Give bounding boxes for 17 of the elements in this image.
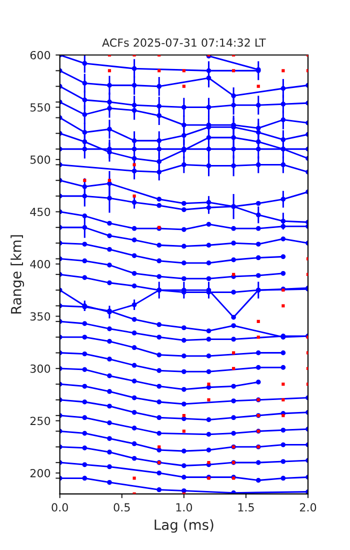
y-tick-label: 400 bbox=[30, 260, 50, 268]
y-tick-label: 250 bbox=[30, 416, 50, 426]
y-tick-label: 600 bbox=[30, 50, 50, 60]
y-tick-label: 500 bbox=[30, 155, 50, 164]
y-tick-label: 550 bbox=[30, 103, 50, 112]
x-tick-label: 1.0 bbox=[176, 503, 192, 512]
y-tick-label: 200 bbox=[30, 468, 50, 478]
x-tick-label: 0.5 bbox=[114, 503, 130, 512]
y-tick-label: 350 bbox=[30, 312, 50, 321]
y-axis-title: Range [km] bbox=[10, 235, 24, 314]
x-tick-label: 0.0 bbox=[52, 503, 68, 512]
y-tick-label: 450 bbox=[30, 208, 50, 216]
x-tick-label: 1.5 bbox=[238, 503, 254, 512]
chart-title: ACFs 2025-07-31 07:14:32 LT bbox=[102, 38, 266, 47]
y-tick-label: 300 bbox=[30, 364, 50, 373]
x-axis-title: Lag (ms) bbox=[154, 519, 214, 533]
x-tick-label: 2.0 bbox=[300, 503, 316, 512]
